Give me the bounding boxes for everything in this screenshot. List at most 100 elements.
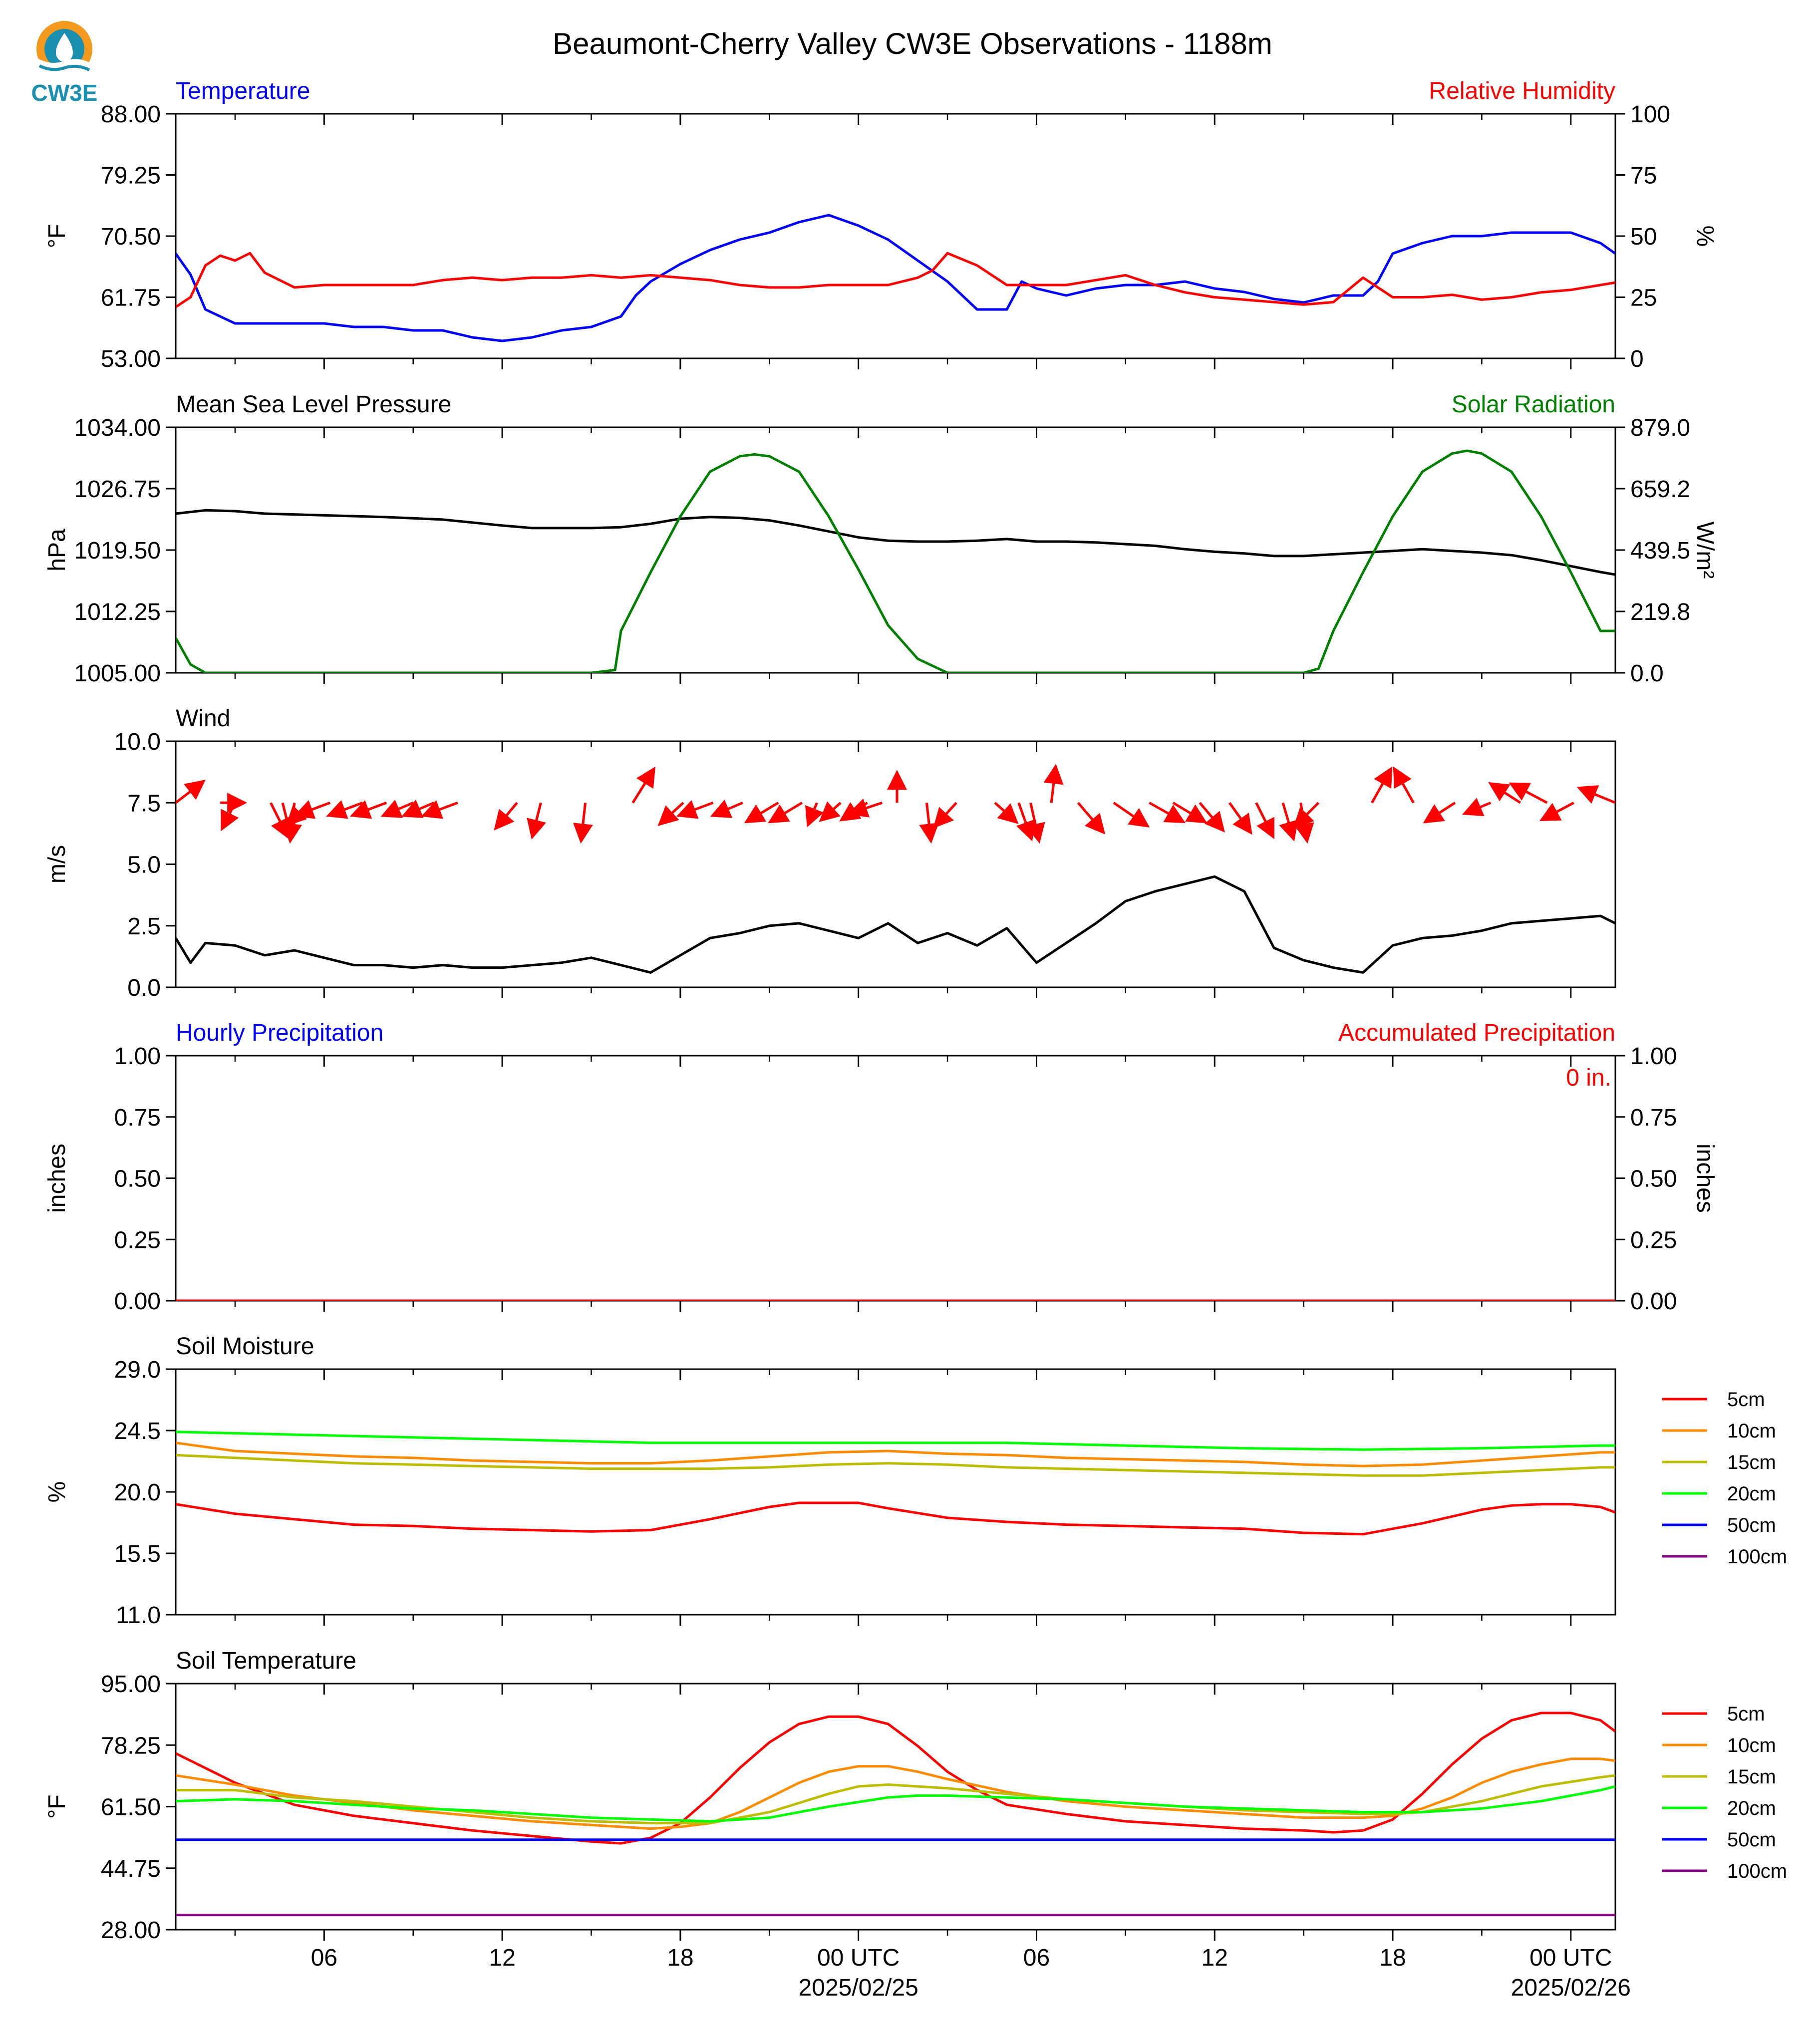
y-right-tick-label: 659.2 xyxy=(1630,476,1690,503)
x-date-label: 2025/02/26 xyxy=(1511,1975,1631,2001)
wind-direction-arrow xyxy=(1539,802,1574,821)
wind-direction-arrow xyxy=(1462,798,1492,817)
series-line-10cm xyxy=(176,1757,1615,1830)
y-tick-label: 2.5 xyxy=(127,913,161,940)
legend-label: 20cm xyxy=(1727,1483,1776,1505)
panel-title-right: Solar Radiation xyxy=(1452,391,1615,418)
wind-direction-arrow xyxy=(1293,802,1320,829)
wind-direction-arrow xyxy=(1255,802,1274,840)
legend-label: 5cm xyxy=(1727,1703,1765,1725)
legend-label: 15cm xyxy=(1727,1766,1776,1788)
y-right-tick-label: 0.50 xyxy=(1630,1166,1677,1192)
legend-label: 15cm xyxy=(1727,1451,1776,1473)
y-tick-label: 78.25 xyxy=(101,1733,161,1759)
wind-direction-arrow xyxy=(1016,802,1035,842)
wind-direction-arrow xyxy=(573,802,593,844)
legend-label: 100cm xyxy=(1727,1546,1787,1568)
y-tick-label: 1026.75 xyxy=(74,476,161,503)
series-line-20cm xyxy=(176,1785,1615,1823)
y-axis-label: °F xyxy=(44,1794,70,1819)
wind-direction-arrow xyxy=(1025,802,1045,844)
y-tick-label: 15.5 xyxy=(114,1541,161,1567)
x-tick-label: 00 UTC xyxy=(1529,1945,1612,1971)
y-right-tick-label: 0.0 xyxy=(1630,660,1664,687)
y-right-tick-label: 0.75 xyxy=(1630,1105,1677,1131)
wind-direction-arrow xyxy=(1371,766,1393,804)
wind-direction-arrow xyxy=(657,802,684,826)
y-right-tick-label: 219.8 xyxy=(1630,599,1690,625)
y-axis-label: inches xyxy=(44,1144,70,1213)
y-tick-label: 24.5 xyxy=(114,1418,161,1445)
legend-label: 5cm xyxy=(1727,1389,1765,1411)
x-tick-label: 00 UTC xyxy=(817,1945,900,1971)
series-line-5cm xyxy=(176,1712,1615,1845)
panel-frame xyxy=(175,1055,1616,1302)
panel-frame xyxy=(175,113,1616,359)
wind-direction-arrow xyxy=(1199,802,1225,833)
y-tick-label: 0.00 xyxy=(114,1288,161,1315)
legend-label: 100cm xyxy=(1727,1860,1787,1882)
y-tick-label: 0.0 xyxy=(127,975,161,1001)
panel-title-left: Hourly Precipitation xyxy=(176,1020,383,1046)
series-line-20cm xyxy=(176,1431,1615,1451)
wind-direction-arrow xyxy=(1393,766,1415,804)
wind-direction-arrow xyxy=(1113,802,1150,828)
series-line-15cm xyxy=(176,1453,1615,1477)
x-tick-label: 12 xyxy=(1202,1945,1228,1971)
wind-direction-arrow xyxy=(933,802,957,829)
series-line-solar-radiation xyxy=(176,449,1615,673)
wind-direction-arrow xyxy=(1077,802,1106,835)
x-tick-label: 18 xyxy=(1379,1945,1406,1971)
wind-direction-arrow xyxy=(744,802,779,824)
wind-direction-arrow xyxy=(1576,785,1615,804)
panel-title-left: Soil Temperature xyxy=(176,1648,356,1674)
y-tick-label: 0.25 xyxy=(114,1227,161,1253)
y-tick-label: 88.00 xyxy=(101,101,161,128)
series-line-5cm xyxy=(176,1501,1615,1536)
y-tick-label: 10.0 xyxy=(114,729,161,755)
y-right-tick-label: 50 xyxy=(1630,224,1657,250)
y-axis-label: % xyxy=(44,1481,70,1503)
y-right-tick-label: 0 xyxy=(1630,346,1644,372)
x-tick-label: 18 xyxy=(667,1945,693,1971)
wind-direction-arrow xyxy=(176,780,206,804)
series-line-wind xyxy=(176,875,1615,974)
legend-label: 10cm xyxy=(1727,1420,1776,1442)
legend-label: 50cm xyxy=(1727,1829,1776,1851)
y-tick-label: 79.25 xyxy=(101,163,161,189)
y-tick-label: 61.50 xyxy=(101,1794,161,1821)
y-tick-label: 44.75 xyxy=(101,1856,161,1882)
wind-direction-arrow xyxy=(994,802,1019,824)
wind-direction-arrow xyxy=(421,800,458,819)
x-tick-label: 06 xyxy=(311,1945,337,1971)
y-tick-label: 1034.00 xyxy=(74,415,161,441)
wind-direction-arrow xyxy=(768,802,803,824)
y-tick-label: 29.0 xyxy=(114,1357,161,1383)
wind-direction-arrow xyxy=(1423,802,1456,824)
panel-title-left: Soil Moisture xyxy=(176,1333,314,1360)
y-right-tick-label: 0.25 xyxy=(1630,1227,1677,1253)
panel-title-left: Temperature xyxy=(176,78,310,104)
y-tick-label: 1019.50 xyxy=(74,538,161,564)
y-tick-label: 61.75 xyxy=(101,285,161,311)
y-tick-label: 0.75 xyxy=(114,1105,161,1131)
y-tick-label: 1005.00 xyxy=(74,660,161,687)
y-right-axis-label: inches xyxy=(1692,1144,1718,1213)
series-line-15cm xyxy=(176,1774,1615,1825)
y-tick-label: 53.00 xyxy=(101,346,161,372)
wind-direction-arrow xyxy=(1509,782,1548,804)
wind-direction-arrow xyxy=(805,802,824,828)
y-right-tick-label: 0.00 xyxy=(1630,1288,1677,1315)
y-axis-label: hPa xyxy=(44,529,70,572)
wind-direction-arrow xyxy=(527,802,547,840)
legend-label: 50cm xyxy=(1727,1514,1776,1536)
series-line-10cm xyxy=(176,1442,1615,1467)
chart-title: Beaumont-Cherry Valley CW3E Observations… xyxy=(553,27,1272,60)
y-right-tick-label: 879.0 xyxy=(1630,415,1690,441)
y-tick-label: 20.0 xyxy=(114,1479,161,1506)
cw3e-logo: CW3E xyxy=(27,18,102,106)
panel-title-left: Wind xyxy=(176,705,230,732)
wind-direction-arrow xyxy=(919,802,939,844)
wind-direction-arrow xyxy=(710,800,743,818)
y-right-tick-label: 439.5 xyxy=(1630,538,1690,564)
